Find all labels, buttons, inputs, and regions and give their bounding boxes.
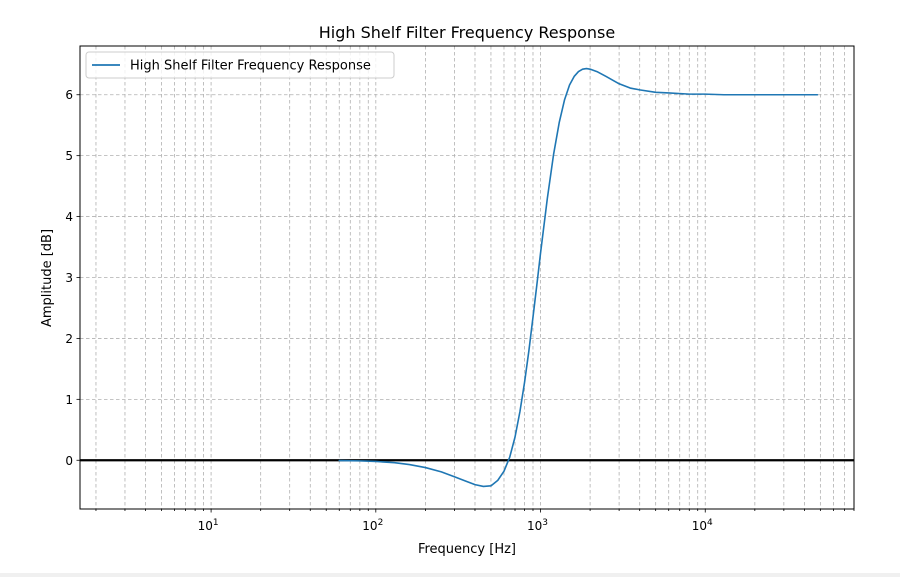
y-tick-layer: 0 1 2 3 4 5 6 <box>65 88 80 468</box>
y-tick-label: 5 <box>65 149 73 163</box>
window-bottom-strip <box>0 573 900 577</box>
x-tick-label-base: 10 <box>527 519 542 533</box>
legend: High Shelf Filter Frequency Response <box>85 51 395 79</box>
x-axis-label: Frequency [Hz] <box>418 542 516 557</box>
x-tick-label: 101 <box>198 518 219 533</box>
x-tick-label: 104 <box>692 518 713 533</box>
x-tick-label-exponent: 3 <box>542 518 548 528</box>
x-tick-label: 103 <box>527 518 548 533</box>
x-tick-layer: 101 102 103 104 <box>95 509 855 533</box>
y-tick-label: 4 <box>65 210 73 224</box>
x-tick-label-exponent: 4 <box>707 518 713 528</box>
x-tick-label-base: 10 <box>362 519 377 533</box>
chart-title: High Shelf Filter Frequency Response <box>319 23 615 42</box>
y-tick-label: 1 <box>65 393 73 407</box>
x-tick-label: 102 <box>362 518 383 533</box>
x-tick-label-base: 10 <box>198 519 213 533</box>
legend-box <box>85 51 395 79</box>
x-tick-label-base: 10 <box>692 519 707 533</box>
series-line <box>338 67 819 488</box>
series-layer <box>338 67 819 488</box>
y-tick-label: 3 <box>65 271 73 285</box>
x-tick-label-exponent: 2 <box>378 518 384 528</box>
legend-label: High Shelf Filter Frequency Response <box>130 59 371 74</box>
grid-layer <box>80 46 855 509</box>
y-tick-label: 0 <box>65 454 73 468</box>
y-tick-label: 2 <box>65 332 73 346</box>
y-tick-label: 6 <box>65 88 73 102</box>
y-axis-label: Amplitude [dB] <box>40 229 55 327</box>
x-tick-label-exponent: 1 <box>213 518 219 528</box>
